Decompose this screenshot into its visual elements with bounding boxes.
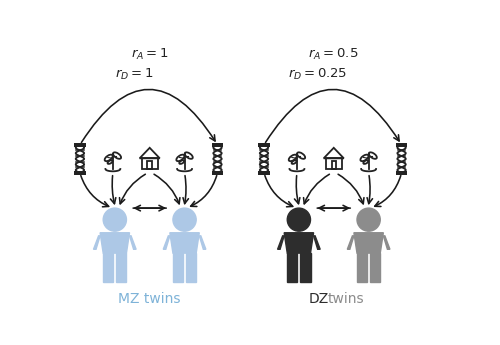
Bar — [259, 144, 269, 146]
FancyArrowPatch shape — [266, 89, 399, 142]
Polygon shape — [103, 253, 114, 282]
Text: $r_A = 0.5$: $r_A = 0.5$ — [308, 47, 358, 62]
FancyArrowPatch shape — [82, 89, 215, 142]
FancyArrowPatch shape — [183, 176, 188, 204]
FancyArrowPatch shape — [374, 176, 401, 206]
Polygon shape — [384, 236, 390, 249]
FancyArrowPatch shape — [265, 176, 292, 207]
Polygon shape — [348, 236, 354, 249]
FancyArrowPatch shape — [304, 174, 330, 204]
Text: DZ: DZ — [309, 292, 330, 306]
Polygon shape — [354, 233, 384, 253]
Polygon shape — [287, 253, 298, 282]
Circle shape — [357, 208, 380, 231]
Bar — [75, 172, 85, 174]
Polygon shape — [100, 233, 130, 253]
FancyArrowPatch shape — [120, 174, 146, 204]
FancyArrowPatch shape — [338, 174, 364, 204]
Bar — [212, 172, 222, 174]
FancyArrowPatch shape — [319, 205, 350, 211]
Polygon shape — [200, 236, 206, 249]
Bar — [259, 172, 269, 174]
FancyArrowPatch shape — [190, 176, 216, 206]
Polygon shape — [94, 236, 100, 249]
FancyArrowPatch shape — [317, 205, 348, 211]
FancyArrowPatch shape — [154, 174, 180, 204]
Polygon shape — [300, 253, 310, 282]
Circle shape — [103, 208, 126, 231]
Circle shape — [173, 208, 196, 231]
Polygon shape — [357, 253, 367, 282]
FancyArrowPatch shape — [110, 176, 116, 204]
Polygon shape — [278, 236, 284, 249]
FancyArrowPatch shape — [367, 176, 372, 204]
FancyArrowPatch shape — [133, 205, 164, 211]
Polygon shape — [163, 236, 170, 249]
FancyArrowPatch shape — [294, 176, 300, 204]
Polygon shape — [116, 253, 126, 282]
Bar — [212, 144, 222, 146]
FancyArrowPatch shape — [135, 205, 166, 211]
Polygon shape — [186, 253, 196, 282]
Polygon shape — [130, 236, 136, 249]
Bar — [397, 144, 406, 146]
Text: $r_D = 0.25$: $r_D = 0.25$ — [288, 67, 346, 82]
Polygon shape — [170, 233, 200, 253]
Bar — [75, 144, 85, 146]
Polygon shape — [173, 253, 183, 282]
Text: MZ twins: MZ twins — [118, 292, 181, 306]
Polygon shape — [370, 253, 380, 282]
Polygon shape — [284, 233, 314, 253]
Text: $r_D = 1$: $r_D = 1$ — [115, 67, 154, 82]
Text: twins: twins — [328, 292, 364, 306]
Polygon shape — [314, 236, 320, 249]
FancyArrowPatch shape — [81, 176, 108, 207]
Text: $r_A = 1$: $r_A = 1$ — [131, 47, 168, 62]
Bar — [397, 172, 406, 174]
Circle shape — [287, 208, 310, 231]
